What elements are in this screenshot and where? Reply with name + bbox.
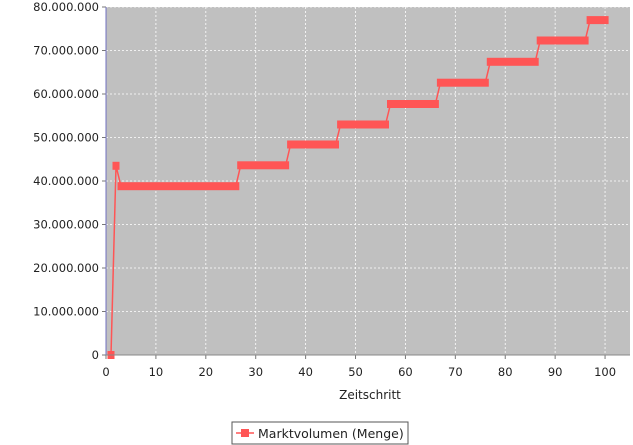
data-point (387, 100, 439, 108)
data-point (436, 78, 489, 87)
x-tick-label: 80 (498, 365, 513, 379)
y-tick-label: 50.000.000 (33, 131, 99, 145)
y-tick-label: 70.000.000 (33, 44, 99, 58)
x-tick-label: 10 (149, 365, 164, 379)
y-axis: 0 10.000.000 20.000.000 30.000.000 40.000.00… (33, 0, 107, 362)
y-tick-label: 20.000.000 (33, 261, 99, 275)
data-point (486, 57, 539, 66)
y-tick-label: 80.000.000 (33, 0, 99, 14)
legend: Marktvolumen (Menge) (231, 421, 409, 445)
data-point (237, 161, 290, 170)
x-tick-label: 0 (102, 365, 109, 379)
data-point (287, 140, 339, 149)
x-tick-label: 70 (448, 365, 463, 379)
x-axis: 0 10 20 30 40 50 60 70 80 90 100 (102, 354, 630, 379)
grid (106, 6, 630, 355)
y-tick-label: 0 (92, 348, 99, 362)
data-point (586, 16, 609, 25)
legend-marker-swatch (241, 429, 249, 437)
x-tick-label: 50 (348, 365, 363, 379)
x-tick-label: 40 (298, 365, 313, 379)
x-tick-label: 30 (248, 365, 263, 379)
x-tick-label: 20 (198, 365, 213, 379)
legend-box (231, 421, 409, 445)
data-point (337, 120, 389, 129)
y-tick-label: 10.000.000 (33, 305, 99, 319)
y-tick-label: 30.000.000 (33, 218, 99, 232)
x-tick-label: 90 (548, 365, 563, 379)
data-point (112, 161, 120, 170)
legend-entry: Marktvolumen (Menge) (258, 426, 404, 441)
data-point (117, 182, 240, 191)
x-tick-label: 60 (398, 365, 413, 379)
y-tick-label: 40.000.000 (33, 174, 99, 188)
data-point (536, 36, 589, 45)
series-line (107, 16, 609, 359)
x-tick-label: 100 (594, 365, 616, 379)
y-tick-label: 60.000.000 (33, 87, 99, 101)
x-axis-label: Zeitschritt (339, 388, 401, 402)
